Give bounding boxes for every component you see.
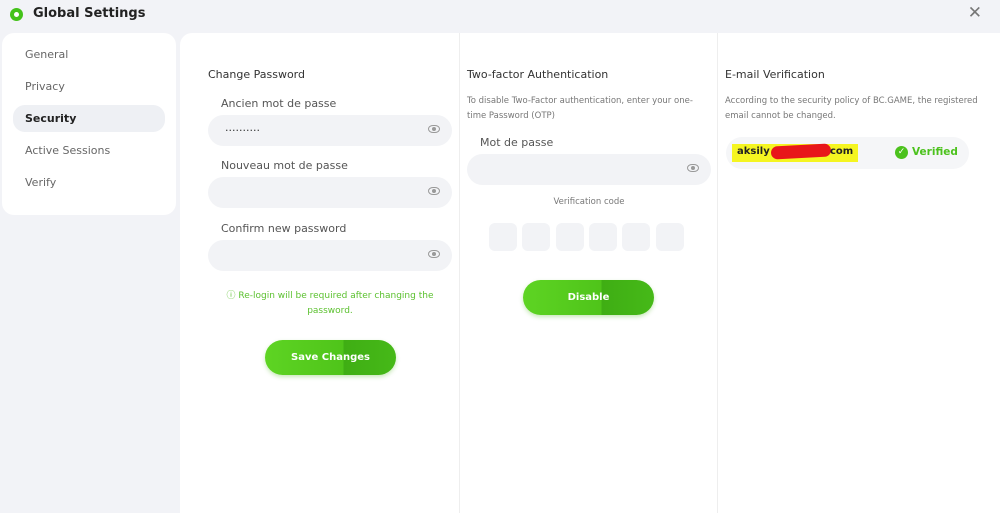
window-title: Global Settings [33,6,146,21]
confirm-password-label: Confirm new password [221,222,347,235]
relogin-note-text: Re-login will be required after changing… [238,291,434,316]
old-password-value: ·········· [225,124,260,137]
email-field: aksily com ✓ Verified [726,137,969,169]
sidebar-item-active-sessions[interactable]: Active Sessions [25,144,111,157]
sidebar-item-privacy[interactable]: Privacy [25,80,65,93]
save-changes-button[interactable]: Save Changes [265,340,396,375]
disable-button[interactable]: Disable [523,280,654,315]
new-password-label: Nouveau mot de passe [221,159,348,172]
eye-icon[interactable] [428,125,440,133]
sidebar-item-verify[interactable]: Verify [25,176,57,189]
change-password-section: Change Password Ancien mot de passe ····… [180,33,460,513]
code-digit-4[interactable] [589,223,617,251]
sidebar-item-security[interactable]: Security [13,105,165,132]
sidebar: General Privacy Security Active Sessions… [2,33,176,215]
security-panel: Change Password Ancien mot de passe ····… [180,33,1000,513]
new-password-input[interactable] [208,177,452,208]
section-title: Change Password [208,68,305,81]
close-icon[interactable]: ✕ [967,3,982,23]
two-factor-description: To disable Two-Factor authentication, en… [467,96,693,121]
email-description: According to the security policy of BC.G… [725,96,978,121]
eye-icon[interactable] [428,187,440,195]
relogin-note: ⓘ Re-login will be required after changi… [226,291,434,316]
verification-code-label: Verification code [553,197,625,207]
logo-icon [10,8,23,21]
email-verification-section: E-mail Verification According to the sec… [718,33,1000,513]
verified-badge: Verified [912,146,958,158]
title-bar: Global Settings ✕ [0,0,1000,30]
eye-icon[interactable] [687,164,699,172]
password-input[interactable] [467,154,711,185]
sidebar-item-general[interactable]: General [25,48,69,61]
email-start: aksily [737,146,770,157]
code-digit-3[interactable] [556,223,584,251]
eye-icon[interactable] [428,250,440,258]
section-title: Two-factor Authentication [467,68,609,81]
section-title: E-mail Verification [725,68,825,81]
old-password-label: Ancien mot de passe [221,97,337,110]
check-circle-icon: ✓ [895,146,908,159]
code-digit-2[interactable] [522,223,550,251]
code-digit-1[interactable] [489,223,517,251]
password-label: Mot de passe [480,136,554,149]
code-digit-6[interactable] [656,223,684,251]
code-digit-5[interactable] [622,223,650,251]
two-factor-section: Two-factor Authentication To disable Two… [460,33,718,513]
email-end: com [830,146,854,157]
old-password-input[interactable]: ·········· [208,115,452,146]
confirm-password-input[interactable] [208,240,452,271]
